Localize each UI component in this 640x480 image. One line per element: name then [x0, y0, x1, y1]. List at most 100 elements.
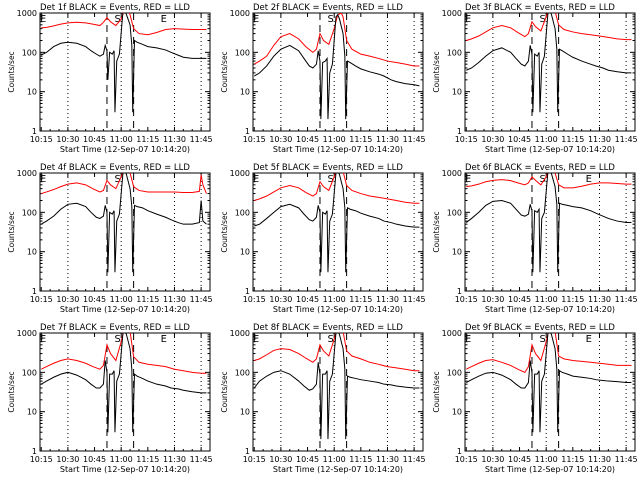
y-tick-label: 1 — [245, 127, 250, 136]
x-tick-label: 10:45 — [508, 135, 531, 144]
x-tick-label: 11:15 — [561, 135, 584, 144]
marker-e: E — [586, 334, 592, 345]
x-tick-label: 10:30 — [56, 135, 79, 144]
y-tick-label: 100 — [447, 48, 462, 57]
y-tick-label: 10 — [27, 408, 37, 417]
x-tick-label: 11:15 — [136, 135, 159, 144]
x-tick-label: 10:30 — [269, 135, 292, 144]
events-series-line — [465, 173, 632, 273]
x-tick-label: 11:45 — [403, 295, 426, 304]
lld-series-line — [254, 173, 420, 204]
y-tick-label: 1 — [457, 287, 462, 296]
lld-series-line — [41, 173, 207, 195]
x-tick-label: 11:15 — [349, 455, 372, 464]
panel-title: Det 3f BLACK = Events, RED = LLD — [465, 3, 615, 13]
x-tick-label: 11:00 — [535, 455, 558, 464]
x-tick-label: 11:15 — [349, 295, 372, 304]
x-tick-label: 11:45 — [190, 455, 213, 464]
lld-series-line — [41, 13, 207, 36]
y-tick-label: 10 — [452, 88, 462, 97]
x-tick-label: 10:30 — [56, 295, 79, 304]
x-axis-label: Start Time (12-Sep-07 10:14:20) — [485, 145, 615, 154]
x-tick-label: 10:45 — [296, 135, 319, 144]
x-tick-label: 10:30 — [481, 295, 504, 304]
y-axis-label: Counts/sec — [432, 371, 441, 412]
y-axis-label: Counts/sec — [7, 371, 16, 412]
y-tick-label: 1 — [245, 287, 250, 296]
x-tick-label: 11:15 — [136, 455, 159, 464]
x-tick-label: 10:45 — [83, 135, 106, 144]
x-axis-label: Start Time (12-Sep-07 10:14:20) — [60, 465, 190, 474]
x-tick-label: 11:30 — [588, 295, 611, 304]
x-tick-label: 10:15 — [243, 135, 266, 144]
events-series-line — [466, 13, 632, 113]
marker-e: E — [586, 174, 592, 185]
x-tick-label: 11:30 — [163, 295, 186, 304]
x-tick-label: 10:45 — [296, 295, 319, 304]
events-series-line — [41, 13, 207, 113]
events-series-line — [253, 13, 420, 120]
marker-e: E — [253, 174, 259, 185]
y-tick-label: 1 — [32, 127, 37, 136]
x-tick-label: 10:30 — [56, 455, 79, 464]
x-tick-label: 11:45 — [615, 135, 638, 144]
x-tick-label: 10:15 — [30, 455, 53, 464]
y-tick-label: 100 — [235, 368, 250, 377]
x-tick-label: 11:45 — [190, 135, 213, 144]
events-series-line — [254, 173, 420, 273]
lld-series-line — [466, 13, 632, 41]
x-tick-label: 10:45 — [508, 295, 531, 304]
y-axis-label: Counts/sec — [220, 371, 229, 412]
x-tick-label: 10:30 — [481, 455, 504, 464]
marker-e: E — [40, 14, 46, 25]
y-tick-label: 10 — [27, 88, 37, 97]
x-tick-label: 11:30 — [163, 455, 186, 464]
x-tick-label: 11:30 — [376, 455, 399, 464]
plot-frame — [39, 332, 211, 452]
lld-series-line — [254, 333, 420, 372]
marker-e: E — [465, 334, 471, 345]
x-tick-label: 11:45 — [403, 455, 426, 464]
marker-e: E — [253, 14, 259, 25]
panel-title: Det 1f BLACK = Events, RED = LLD — [40, 3, 190, 13]
y-tick-label: 1000 — [17, 9, 37, 18]
marker-s: S — [114, 174, 120, 185]
x-tick-label: 11:00 — [323, 455, 346, 464]
x-tick-label: 11:00 — [535, 295, 558, 304]
panel-title: Det 5f BLACK = Events, RED = LLD — [253, 163, 403, 173]
x-tick-label: 11:30 — [163, 135, 186, 144]
panel-title: Det 7f BLACK = Events, RED = LLD — [40, 323, 190, 333]
panel-title: Det 6f BLACK = Events, RED = LLD — [465, 163, 615, 173]
marker-s: S — [327, 174, 333, 185]
y-tick-label: 1000 — [230, 9, 250, 18]
x-tick-label: 10:15 — [30, 295, 53, 304]
x-axis-label: Start Time (12-Sep-07 10:14:20) — [485, 465, 615, 474]
events-series-line — [40, 333, 207, 433]
x-tick-label: 11:15 — [561, 295, 584, 304]
x-tick-label: 11:00 — [323, 135, 346, 144]
x-tick-label: 11:00 — [110, 135, 133, 144]
x-tick-label: 11:00 — [110, 295, 133, 304]
marker-e: E — [40, 174, 46, 185]
y-tick-label: 100 — [22, 48, 37, 57]
x-tick-label: 10:15 — [243, 455, 266, 464]
y-axis-label: Counts/sec — [432, 51, 441, 92]
x-tick-label: 10:45 — [508, 455, 531, 464]
events-series-line — [466, 333, 632, 433]
y-tick-label: 1 — [32, 287, 37, 296]
x-tick-label: 11:30 — [376, 135, 399, 144]
x-axis-label: Start Time (12-Sep-07 10:14:20) — [273, 145, 403, 154]
x-tick-label: 10:15 — [243, 295, 266, 304]
y-tick-label: 1 — [32, 447, 37, 456]
x-tick-label: 11:15 — [561, 455, 584, 464]
y-tick-label: 1 — [457, 447, 462, 456]
lld-series-line — [466, 173, 632, 189]
y-tick-label: 1000 — [17, 169, 37, 178]
plot-frame — [464, 172, 636, 292]
x-axis-label: Start Time (12-Sep-07 10:14:20) — [485, 305, 615, 314]
y-tick-label: 100 — [235, 208, 250, 217]
